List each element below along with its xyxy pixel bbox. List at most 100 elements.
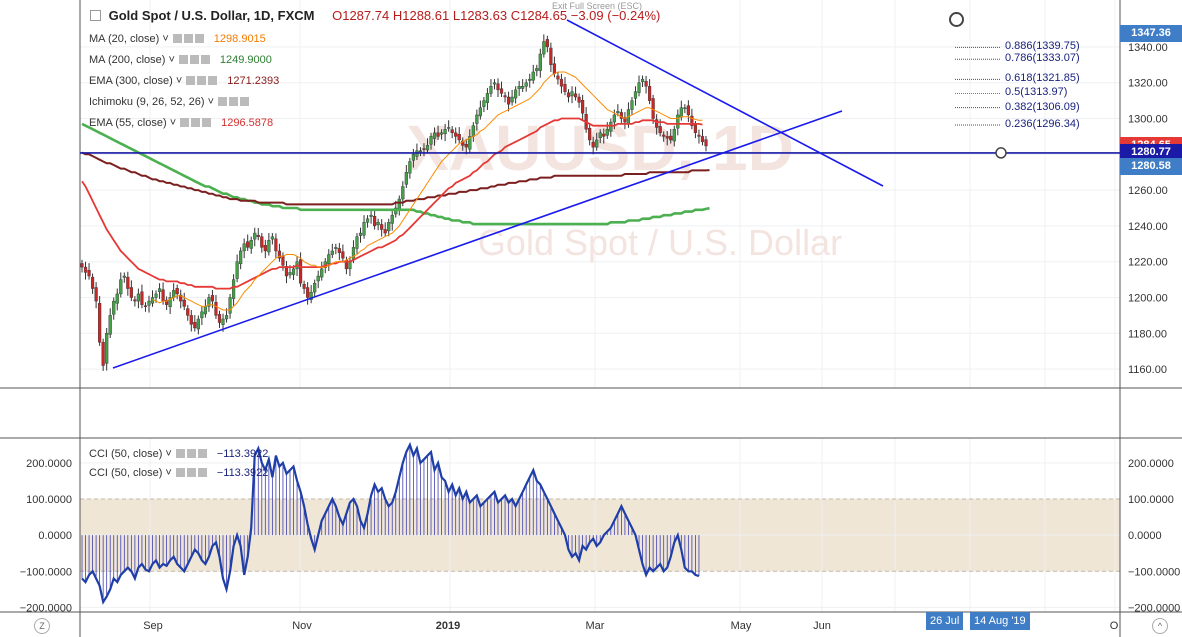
chevron-down-icon[interactable]: ˅ xyxy=(159,33,169,45)
control-icon[interactable] xyxy=(197,468,207,477)
control-icon[interactable] xyxy=(197,76,207,85)
indicator-controls[interactable] xyxy=(172,33,206,45)
control-icon[interactable] xyxy=(189,55,199,64)
cci-label[interactable]: CCI (50, close) ˅ xyxy=(89,448,172,460)
indicator-legend-row[interactable]: EMA (55, close) ˅ 1296.5878 xyxy=(89,117,273,129)
control-icon[interactable] xyxy=(175,468,185,477)
candle-body xyxy=(588,127,592,141)
chevron-down-icon[interactable]: ˅ xyxy=(165,54,175,66)
candle-body xyxy=(559,78,564,87)
drawing-handle-icon[interactable] xyxy=(949,12,964,27)
candle-body xyxy=(521,86,525,89)
candle-body xyxy=(274,238,278,252)
collapse-icon[interactable] xyxy=(90,10,101,21)
control-icon[interactable] xyxy=(197,449,207,458)
control-icon[interactable] xyxy=(218,97,228,106)
cci-value: −113.3922 xyxy=(216,467,269,479)
fib-level-label: 0.618(1321.85) xyxy=(1005,72,1080,85)
indicator-controls[interactable] xyxy=(180,117,213,129)
cci-legend-row[interactable]: CCI (50, close) ˅ −113.3922 xyxy=(89,448,268,460)
candle-body xyxy=(327,254,331,265)
candle-body xyxy=(549,47,553,65)
control-icon[interactable] xyxy=(186,76,196,85)
candle-body xyxy=(221,318,225,325)
candle-body xyxy=(401,186,405,200)
indicator-legend-row[interactable]: EMA (300, close) ˅ 1271.2393 xyxy=(89,75,279,87)
candle-body xyxy=(83,266,88,273)
chevron-down-icon[interactable]: ˅ xyxy=(172,75,183,87)
candle-body xyxy=(595,139,599,148)
cci-label[interactable]: CCI (50, close) ˅ xyxy=(89,467,172,479)
cci-controls[interactable] xyxy=(175,448,209,460)
candle-body xyxy=(630,100,634,110)
control-icon[interactable] xyxy=(175,449,185,458)
candle-body xyxy=(186,308,190,316)
cci-legend-row[interactable]: CCI (50, close) ˅ −113.3922 xyxy=(89,467,268,479)
cci-tick-label-right: 200.0000 xyxy=(1128,458,1174,470)
candle-body xyxy=(200,311,204,319)
candle-body xyxy=(126,276,130,289)
horizontal-line-handle xyxy=(995,147,1007,159)
control-icon[interactable] xyxy=(172,34,182,43)
scroll-up-icon[interactable]: ^ xyxy=(1152,618,1168,634)
indicator-label[interactable]: Ichimoku (9, 26, 52, 26) xyxy=(89,96,205,108)
indicator-label[interactable]: MA (200, close) xyxy=(89,54,166,66)
cci-tick-label-left: 100.0000 xyxy=(26,494,72,506)
control-icon[interactable] xyxy=(240,97,250,106)
exit-fullscreen-hint[interactable]: Exit Full Screen (ESC) xyxy=(552,1,643,11)
control-icon[interactable] xyxy=(180,118,190,127)
price-tick-label: 1320.00 xyxy=(1128,78,1168,90)
candle-body xyxy=(503,95,507,98)
chevron-down-icon[interactable]: ˅ xyxy=(204,96,215,108)
cci-controls[interactable] xyxy=(175,467,209,479)
candle-body xyxy=(373,216,377,227)
indicator-legend-row[interactable]: MA (200, close) ˅ 1249.9000 xyxy=(89,54,272,66)
candle-body xyxy=(175,287,179,295)
control-icon[interactable] xyxy=(191,118,201,127)
candle-body xyxy=(129,287,133,298)
indicator-controls[interactable] xyxy=(218,96,251,108)
control-icon[interactable] xyxy=(186,449,196,458)
candle-body xyxy=(665,136,669,139)
candle-body xyxy=(573,93,578,98)
indicator-legend-row[interactable]: Ichimoku (9, 26, 52, 26) ˅ xyxy=(89,96,259,108)
control-icon[interactable] xyxy=(178,55,188,64)
candle-body xyxy=(598,132,602,139)
control-icon[interactable] xyxy=(200,55,210,64)
symbol-title[interactable]: Gold Spot / U.S. Dollar, 1D, FXCM xyxy=(108,8,315,23)
indicator-label[interactable]: MA (20, close) xyxy=(89,33,160,45)
candle-body xyxy=(168,297,172,308)
indicator-label[interactable]: EMA (55, close) xyxy=(89,117,167,129)
indicator-controls[interactable] xyxy=(178,54,212,66)
cci-tick-label-right: −200.0000 xyxy=(1128,602,1180,614)
candle-body xyxy=(309,291,313,300)
candle-body xyxy=(87,270,91,277)
control-icon[interactable] xyxy=(183,34,193,43)
control-icon[interactable] xyxy=(208,76,218,85)
ascending-trendline xyxy=(112,110,843,369)
control-icon[interactable] xyxy=(186,468,196,477)
indicator-legend-row[interactable]: MA (20, close) ˅ 1298.9015 xyxy=(89,33,266,45)
candle-body xyxy=(172,290,176,298)
candle-body xyxy=(270,236,274,240)
time-tick-label: Mar xyxy=(586,620,605,632)
candle-body xyxy=(147,300,151,306)
indicator-controls[interactable] xyxy=(186,75,219,87)
candle-body xyxy=(341,251,345,259)
control-icon[interactable] xyxy=(229,97,239,106)
candle-body xyxy=(207,297,211,307)
candle-body xyxy=(196,318,200,330)
control-icon[interactable] xyxy=(202,118,212,127)
chevron-down-icon[interactable]: ˅ xyxy=(166,117,177,129)
cci-tick-label-left: 0.0000 xyxy=(38,530,72,542)
candle-body xyxy=(492,82,497,85)
candle-body xyxy=(468,136,472,150)
ema55-line xyxy=(81,117,703,290)
control-icon[interactable] xyxy=(194,34,204,43)
price-tick-label: 1160.00 xyxy=(1128,364,1167,376)
candle-body xyxy=(157,288,162,292)
candle-body xyxy=(224,315,229,320)
zoom-icon[interactable]: Z xyxy=(34,618,50,634)
indicator-label[interactable]: EMA (300, close) xyxy=(89,75,173,87)
